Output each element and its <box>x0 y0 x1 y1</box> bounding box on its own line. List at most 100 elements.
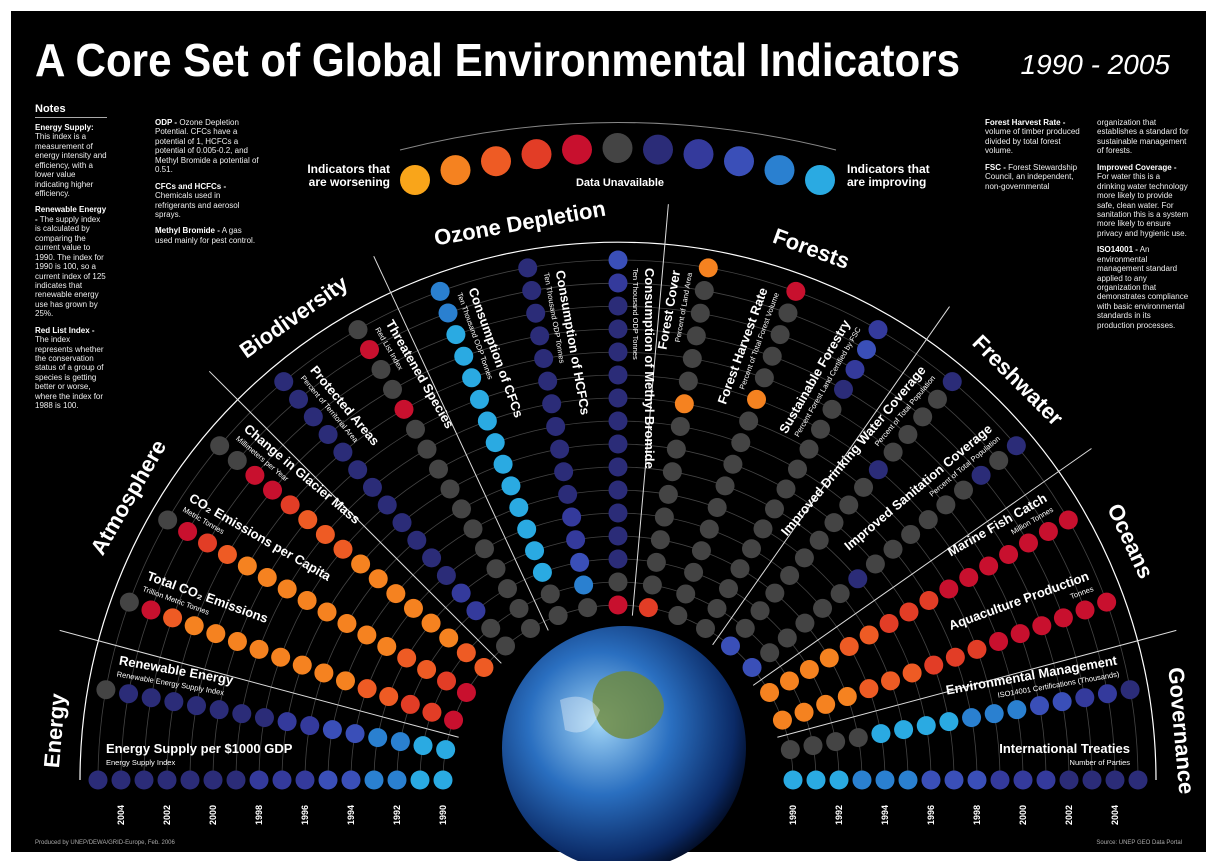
indicator-dot <box>363 478 382 497</box>
year-label: 1996 <box>926 805 936 825</box>
indicator-dot <box>210 436 229 455</box>
indicator-dot <box>1032 616 1051 635</box>
indicator-dot <box>444 711 463 730</box>
indicator-dot <box>414 736 433 755</box>
indicator-dot <box>417 660 436 679</box>
indicator-dot <box>238 557 257 576</box>
indicator-dot <box>574 576 593 595</box>
note-term: Forest Harvest Rate - <box>985 118 1065 127</box>
year-label: 1996 <box>300 805 310 825</box>
indicator-dot <box>562 508 581 527</box>
indicator-dot <box>747 390 766 409</box>
indicator-dot <box>954 481 973 500</box>
indicator-dot <box>788 460 807 479</box>
indicator-dot <box>946 648 965 667</box>
indicator-dot <box>542 394 561 413</box>
legend-swatch <box>724 146 754 176</box>
indicator-dot <box>609 274 628 293</box>
earth <box>502 626 746 861</box>
indicator-dot <box>778 628 797 647</box>
indicator-dot <box>869 460 888 479</box>
note: Red List Index - The index represents wh… <box>35 326 107 411</box>
indicator-dot <box>795 703 814 722</box>
indicator-dot <box>566 530 585 549</box>
indicator-dot <box>454 347 473 366</box>
indicator-dot <box>119 684 138 703</box>
indicator-dot <box>187 696 206 715</box>
year-label: 2000 <box>208 805 218 825</box>
indicator-dot <box>830 771 849 790</box>
indicator-dot <box>854 478 873 497</box>
indicator-dot <box>558 485 577 504</box>
indicator-dot <box>509 498 528 517</box>
indicator-dot <box>383 380 402 399</box>
note-term: Red List Index - <box>35 326 95 335</box>
indicator-dot <box>550 440 569 459</box>
indicator-dot <box>570 553 589 572</box>
indicator-dot <box>810 531 829 550</box>
indicator-dot <box>739 412 758 431</box>
indicator-dot <box>1030 696 1049 715</box>
indicator-dot <box>538 372 557 391</box>
year-label: 2002 <box>162 805 172 825</box>
note-term: CFCs and HCFCs - <box>155 182 226 191</box>
indicator-dot <box>232 704 251 723</box>
indicator-dot <box>336 671 355 690</box>
indicator-dot <box>675 394 694 413</box>
indicator-dot <box>676 584 695 603</box>
indicator-dot <box>663 462 682 481</box>
indicator-dot <box>667 440 686 459</box>
indicator-dot <box>300 716 319 735</box>
indicator-dot <box>135 771 154 790</box>
indicator-dot <box>206 624 225 643</box>
indicator-dot <box>691 304 710 323</box>
note: FSC - Forest Stewardship Council, an ind… <box>985 163 1080 191</box>
indicator-dot <box>989 451 1008 470</box>
indicator-dot <box>840 637 859 656</box>
year-label: 2000 <box>1018 805 1028 825</box>
legend-swatch <box>805 165 835 195</box>
indicator-dot <box>1106 771 1125 790</box>
indicator-dot <box>391 732 410 751</box>
indicator-dot <box>342 771 361 790</box>
indicator-dot <box>659 485 678 504</box>
legend-swatch <box>522 139 552 169</box>
indicator-dot <box>530 326 549 345</box>
indicator-dot <box>245 466 264 485</box>
indicator-dot <box>395 400 414 419</box>
indicator-dot <box>434 771 453 790</box>
indicator-dot <box>218 545 237 564</box>
indicator-dot <box>1039 522 1058 541</box>
indicator-dot <box>736 619 755 638</box>
notes-heading: Notes <box>35 103 107 118</box>
indicator-dot <box>89 771 108 790</box>
indicator-dot <box>498 579 517 598</box>
indicator-dot <box>777 480 796 499</box>
indicator-dot <box>716 476 735 495</box>
legend-swatch <box>603 133 633 163</box>
indicator-dot <box>1011 624 1030 643</box>
indicator-dot <box>838 687 857 706</box>
indicator-dot <box>695 281 714 300</box>
indicator-dot <box>763 347 782 366</box>
indicator-dot <box>333 443 352 462</box>
indicator-dot <box>368 728 387 747</box>
legend-improving: Indicators that are improving <box>847 163 947 189</box>
indicator-dot <box>533 563 552 582</box>
note-text: Chemicals used in refrigerants and aeros… <box>155 191 240 219</box>
indicator-dot <box>439 628 458 647</box>
indicator-dot <box>534 349 553 368</box>
indicator-dot <box>466 601 485 620</box>
indicator-dot <box>250 640 269 659</box>
legend-unavailable: Data Unavailable <box>560 177 680 189</box>
indicator-dot <box>834 380 853 399</box>
indicator-dot <box>866 555 885 574</box>
indicator-dot <box>831 584 850 603</box>
indicator-dot <box>360 340 379 359</box>
indicator-dot <box>185 616 204 635</box>
indicator-dot <box>839 495 858 514</box>
year-label: 2004 <box>116 805 126 825</box>
year-label: 1994 <box>346 805 356 825</box>
indicator-dot <box>849 728 868 747</box>
legend-swatch <box>765 155 795 185</box>
